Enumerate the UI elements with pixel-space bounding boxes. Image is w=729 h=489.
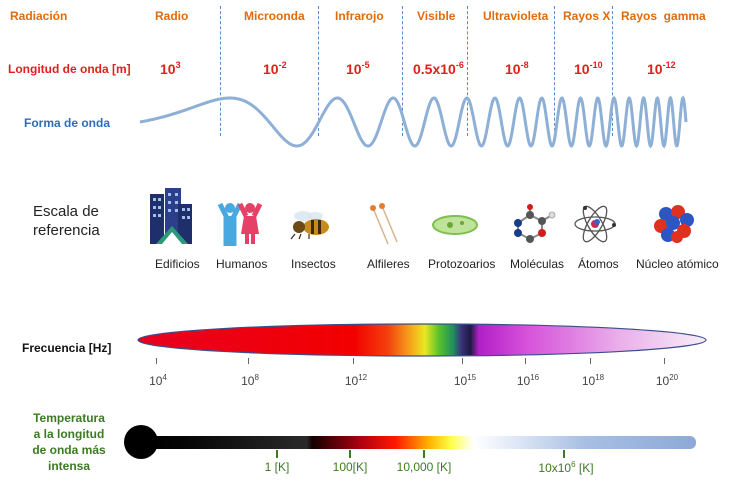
frequency-tick: [156, 358, 157, 364]
band-infrared: Infrarojo: [335, 9, 384, 23]
frequency-tick-label: 1015: [453, 373, 477, 388]
frequency-tick: [590, 358, 591, 364]
band-divider: [612, 6, 613, 136]
frequency-label: Frecuencia [Hz]: [22, 341, 112, 355]
temperature-tick-label: 1 [K]: [264, 460, 290, 474]
wavelength-value: 10-12: [647, 60, 676, 77]
humans-icon: [217, 202, 263, 246]
frequency-tick: [664, 358, 665, 364]
ref-name-humans: Humanos: [216, 257, 268, 271]
band-ultraviolet: Ultravioleta: [483, 9, 549, 23]
wavelength-value: 10-8: [505, 60, 529, 77]
frequency-tick-label: 108: [241, 373, 259, 388]
frequency-spectrum-bar: [137, 323, 707, 357]
wavelength-label: Longitud de onda [m]: [8, 62, 131, 76]
wavelength-value: 103: [160, 60, 181, 77]
band-divider: [554, 6, 555, 136]
temperature-tick-label: 10,000 [K]: [396, 460, 452, 474]
wavelength-value: 10-2: [263, 60, 287, 77]
temperature-tick: [563, 450, 565, 458]
buildings-icon: [150, 188, 192, 244]
band-divider: [318, 6, 319, 136]
band-divider: [402, 6, 403, 136]
wavelength-value: 0.5x10-6: [413, 60, 464, 77]
frequency-tick: [462, 358, 463, 364]
protozoa-icon: [432, 215, 478, 235]
frequency-tick-label: 1012: [344, 373, 368, 388]
ref-name-insects: Insectos: [291, 257, 336, 271]
wavelength-value: 10-10: [574, 60, 603, 77]
frequency-tick-label: 1020: [655, 373, 679, 388]
temperature-tick: [349, 450, 351, 458]
bee-icon: [290, 211, 329, 240]
nucleus-icon: [654, 205, 694, 243]
ref-name-protozoa: Protozoarios: [428, 257, 496, 271]
ref-name-molecules: Moléculas: [510, 257, 565, 271]
frequency-tick-label: 104: [149, 373, 167, 388]
temperature-tick-label: 100[K]: [332, 460, 368, 474]
temperature-bar: [124, 425, 696, 459]
frequency-tick: [525, 358, 526, 364]
frequency-tick: [248, 358, 249, 364]
band-divider: [467, 6, 468, 136]
temperature-tick-label: 10x106 [K]: [538, 460, 594, 475]
band-gamma: Rayos gamma: [621, 9, 706, 23]
frequency-tick-label: 1016: [516, 373, 540, 388]
band-xray: Rayos X: [563, 9, 611, 23]
band-microwave: Microonda: [244, 9, 305, 23]
radiation-title: Radiación: [10, 9, 68, 23]
pins-icon: [370, 203, 398, 245]
ref-name-buildings: Edificios: [155, 257, 200, 271]
temperature-label: Temperatura a la longitud de onda más in…: [32, 411, 106, 473]
band-radio: Radio: [155, 9, 189, 23]
band-visible: Visible: [417, 9, 456, 23]
ref-name-atoms: Átomos: [578, 257, 619, 271]
band-divider: [220, 6, 221, 136]
ref-name-nucleus: Núcleo atómico: [636, 257, 719, 271]
frequency-tick: [353, 358, 354, 364]
waveform-graphic: [139, 95, 688, 149]
molecule-icon: [514, 204, 556, 243]
reference-label: Escala de referencia: [33, 203, 100, 239]
ref-name-pins: Alfileres: [367, 257, 410, 271]
temperature-tick: [276, 450, 278, 458]
temperature-tick: [423, 450, 425, 458]
waveform-label: Forma de onda: [24, 116, 111, 130]
wavelength-value: 10-5: [346, 60, 370, 77]
wave-line: [139, 95, 688, 149]
atom-icon: [574, 205, 616, 243]
frequency-tick-label: 1018: [581, 373, 605, 388]
